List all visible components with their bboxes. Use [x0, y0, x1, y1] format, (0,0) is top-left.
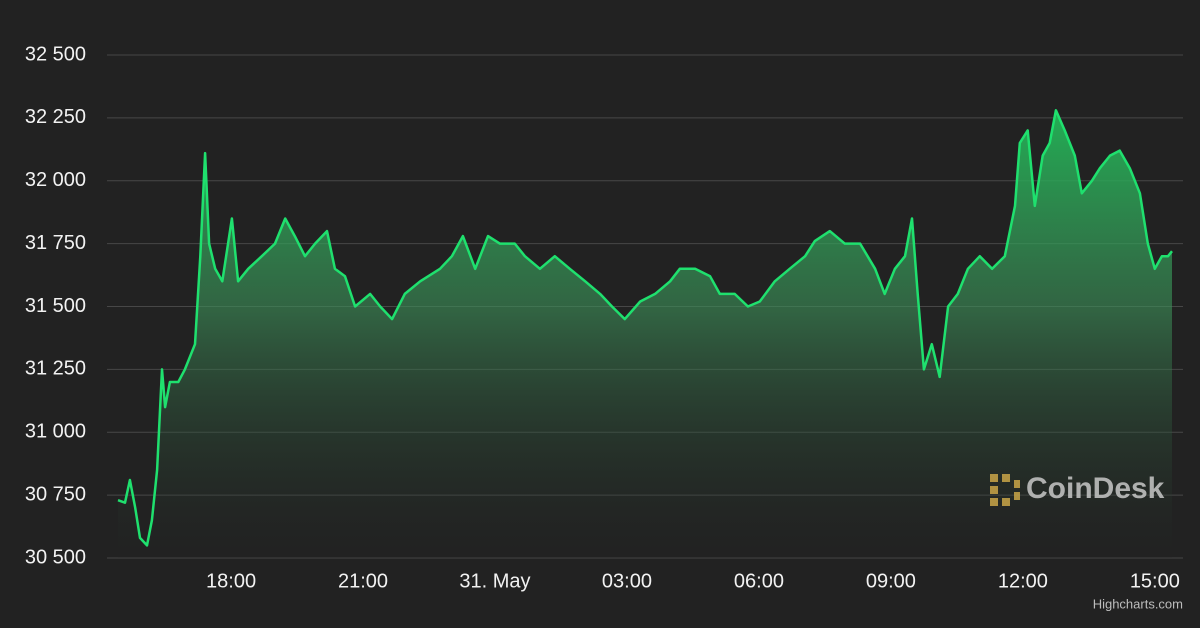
y-tick-label: 32 250	[25, 106, 86, 128]
x-tick-label: 06:00	[734, 570, 784, 592]
price-line	[117, 109, 1173, 547]
credits[interactable]: Highcharts.com	[1093, 596, 1183, 611]
y-tick-label: 30 500	[25, 546, 86, 568]
y-tick-label: 30 750	[25, 483, 86, 505]
y-tick-label: 31 250	[25, 358, 86, 380]
x-tick-label: 15:00	[1130, 570, 1180, 592]
x-tick-label: 09:00	[866, 570, 916, 592]
y-tick-label: 31 750	[25, 232, 86, 254]
x-tick-label: 21:00	[338, 570, 388, 592]
y-tick-label: 32 500	[25, 43, 86, 65]
watermark: CoinDesk	[1026, 472, 1165, 505]
x-tick-label: 12:00	[998, 570, 1048, 592]
x-tick-label: 18:00	[206, 570, 256, 592]
y-tick-label: 31 000	[25, 421, 86, 443]
plot	[117, 109, 1173, 559]
watermark-logo	[990, 474, 1020, 506]
y-tick-label: 32 000	[25, 169, 86, 191]
area-fill	[118, 110, 1172, 559]
x-tick-label: 31. May	[459, 570, 530, 592]
y-tick-label: 31 500	[25, 295, 86, 317]
x-tick-label: 03:00	[602, 570, 652, 592]
